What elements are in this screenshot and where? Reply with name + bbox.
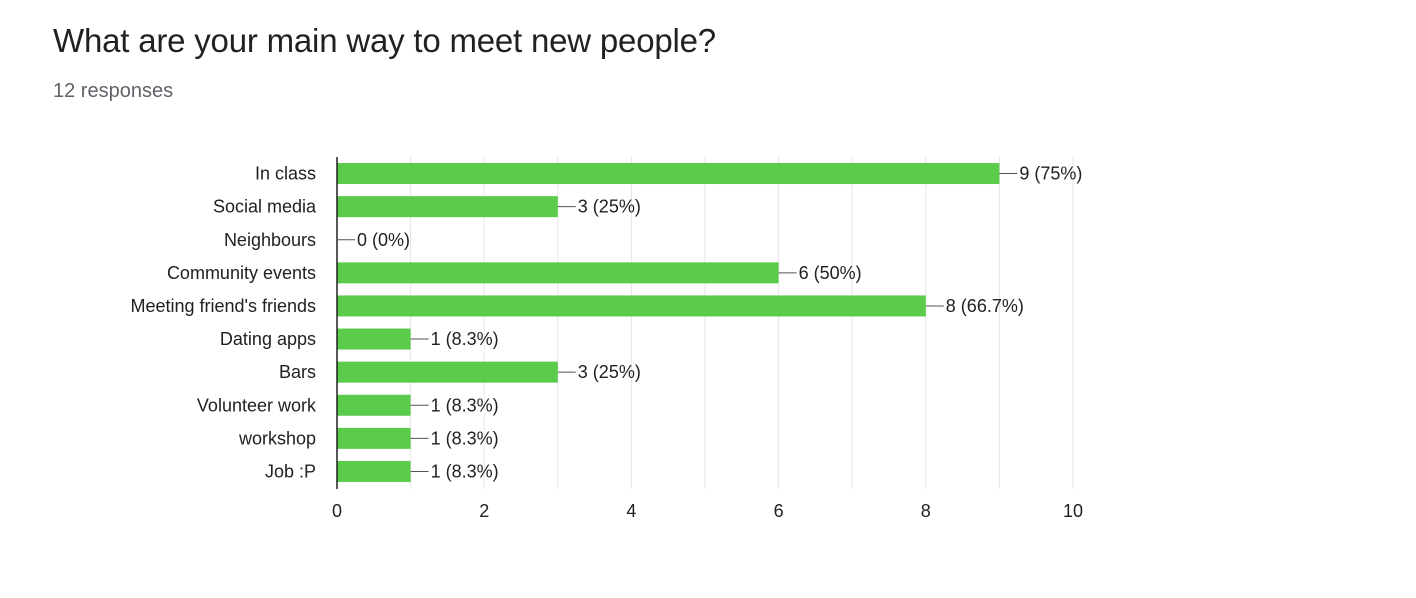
data-label: 3 (25%): [578, 197, 641, 217]
labels: 0 2 4 6 8 10 In class 9 (75%) Social media 3 (25%…: [130, 164, 1083, 521]
x-tick-label: 2: [479, 501, 489, 521]
bar: [337, 427, 411, 449]
bar: [337, 196, 558, 218]
data-label: 8 (66.7%): [946, 296, 1024, 316]
category-label: Job :P: [265, 461, 316, 481]
data-label: 1 (8.3%): [431, 395, 499, 415]
category-label: workshop: [238, 428, 316, 448]
bar: [337, 460, 411, 482]
x-tick-label: 6: [774, 501, 784, 521]
bars: [337, 163, 1000, 482]
x-tick-label: 8: [921, 501, 931, 521]
bar: [337, 295, 926, 317]
category-label: Community events: [167, 263, 316, 283]
category-label: Dating apps: [220, 329, 316, 349]
data-label: 3 (25%): [578, 362, 641, 382]
data-label: 9 (75%): [1019, 164, 1082, 184]
data-label: 1 (8.3%): [431, 428, 499, 448]
data-label: 0 (0%): [357, 230, 410, 250]
bar: [337, 394, 411, 416]
data-label: 1 (8.3%): [431, 461, 499, 481]
bar: [337, 163, 1000, 185]
bar: [337, 328, 411, 350]
category-label: Volunteer work: [197, 395, 317, 415]
category-label: Meeting friend's friends: [130, 296, 316, 316]
category-label: Neighbours: [224, 230, 316, 250]
response-count: 12 responses: [53, 80, 174, 102]
x-tick-label: 10: [1063, 501, 1083, 521]
data-label: 1 (8.3%): [431, 329, 499, 349]
x-tick-label: 4: [626, 501, 636, 521]
question-title: What are your main way to meet new peopl…: [53, 22, 716, 59]
x-tick-label: 0: [332, 501, 342, 521]
category-label: In class: [255, 164, 316, 184]
bar: [337, 361, 558, 383]
category-label: Bars: [279, 362, 316, 382]
data-label: 6 (50%): [799, 263, 862, 283]
bar: [337, 262, 779, 284]
category-label: Social media: [213, 197, 317, 217]
